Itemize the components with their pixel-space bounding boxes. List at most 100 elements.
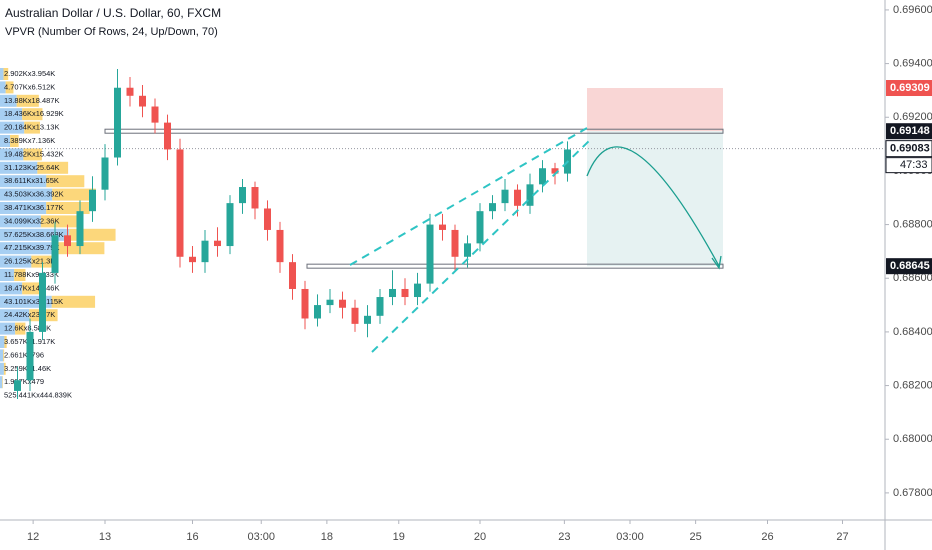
vp-down-bar — [3, 68, 9, 80]
y-tick-label: 0.69400 — [893, 57, 932, 69]
vp-down-bar — [22, 282, 40, 295]
price-label: 0.69309 — [890, 82, 930, 94]
vp-row-label: 20.184Kx13.13K — [4, 123, 59, 132]
candle-body — [39, 272, 46, 332]
vp-row-label: 43.101Kx36.115K — [4, 297, 63, 306]
candle-body — [189, 256, 196, 263]
vp-up-bar — [0, 175, 47, 188]
candle-body — [514, 189, 521, 206]
vp-down-bar — [52, 188, 96, 201]
y-tick-label: 0.68800 — [893, 218, 932, 230]
vp-row-label: 8.389Kx7.136K — [4, 136, 55, 145]
vp-up-bar — [0, 121, 25, 134]
vp-down-bar — [16, 94, 39, 107]
candle-body — [51, 235, 59, 273]
x-tick-label: 16 — [186, 531, 198, 543]
vp-row-label: 18.436Kx16.929K — [4, 109, 64, 118]
vp-down-bar — [23, 148, 42, 161]
axes: 0.696000.694000.692000.690000.688000.686… — [27, 4, 932, 543]
vp-row-label: 18.47Kx14.146K — [4, 283, 59, 292]
vp-down-bar — [3, 349, 5, 362]
price-label-box — [886, 80, 932, 97]
vp-down-bar — [69, 228, 116, 241]
candle-body — [114, 87, 121, 158]
vp-down-bar — [22, 108, 43, 121]
vp-row-label: 2.661Kx796 — [4, 350, 44, 359]
vp-row-label: 34.099Kx32.36K — [4, 216, 59, 225]
vp-down-bar — [37, 161, 69, 174]
vp-row-label: 57.625Kx38.668K — [4, 230, 64, 239]
vp-row-label: 2.902Kx3.954K — [4, 69, 55, 78]
vp-row-label: 19.482Kx15.432K — [4, 149, 64, 158]
vp-down-bar — [15, 322, 26, 335]
chart-title: Australian Dollar / U.S. Dollar, 60, FXC… — [5, 6, 221, 20]
countdown-box — [885, 157, 932, 174]
candle-body — [289, 262, 296, 289]
y-tick-label: 0.68000 — [893, 433, 932, 445]
vp-up-bar — [0, 68, 4, 80]
channel-lower — [371, 139, 591, 353]
vp-row-label: 1.907Kx479 — [4, 377, 44, 386]
x-tick-label: 12 — [27, 531, 39, 543]
candle-body — [439, 224, 446, 230]
vp-row-label: 47.215Kx39.79K — [4, 243, 59, 252]
price-label-box — [885, 140, 932, 158]
candle-body — [239, 187, 246, 204]
candle-body — [201, 240, 209, 263]
vp-up-bar — [0, 336, 5, 348]
trade-zones — [0, 88, 885, 269]
candle-body — [76, 211, 84, 247]
candle-body — [26, 331, 34, 381]
candle-body — [364, 315, 371, 324]
candle-body — [464, 243, 471, 257]
vp-up-bar — [0, 161, 38, 174]
vp-up-bar — [0, 94, 17, 107]
countdown: 47:33 — [900, 159, 928, 171]
candle-body — [451, 229, 459, 257]
vp-down-bar — [51, 295, 96, 308]
candle-body — [64, 235, 71, 247]
candle-body — [301, 288, 309, 319]
candle-body — [376, 297, 384, 316]
y-tick-label: 0.69600 — [893, 4, 932, 16]
price-label: 0.69148 — [890, 125, 930, 137]
candle-body — [526, 184, 534, 206]
candle-body — [126, 87, 134, 96]
vp-down-bar — [4, 336, 7, 348]
vp-total-label: 525.441Kx444.839K — [4, 391, 72, 400]
price-label: 0.68645 — [890, 260, 930, 272]
candle-body — [551, 168, 559, 174]
y-tick-label: 0.68200 — [893, 379, 932, 391]
vp-down-bar — [10, 135, 19, 147]
vp-row-label: 26.125Kx21.3K — [4, 257, 55, 266]
candle-body — [264, 208, 271, 230]
candle-body — [14, 380, 21, 391]
candle-body — [251, 187, 259, 209]
x-tick-label: 03:00 — [616, 531, 644, 543]
y-tick-label: 0.68400 — [893, 326, 932, 338]
vp-row-label: 13.88Kx18.487K — [4, 96, 59, 105]
candle-body — [339, 299, 346, 308]
candle-body — [89, 189, 96, 212]
vp-up-bar — [0, 188, 53, 201]
candle-body — [214, 240, 221, 247]
target-zone — [587, 131, 723, 267]
level-box — [104, 128, 724, 134]
vp-up-bar — [0, 295, 52, 308]
candles — [14, 68, 571, 399]
x-tick-label: 18 — [321, 531, 333, 543]
y-tick-label: 0.67800 — [893, 487, 932, 499]
candle-body — [389, 288, 396, 298]
candle-body — [176, 149, 184, 257]
x-tick-label: 13 — [99, 531, 111, 543]
candle-body — [401, 288, 409, 298]
level-box — [306, 263, 724, 269]
vp-row-label: 38.611Kx31.65K — [4, 176, 59, 185]
price-label-box — [886, 258, 932, 275]
vp-up-bar — [0, 215, 41, 228]
x-tick-label: 03:00 — [247, 531, 275, 543]
candle-body — [276, 229, 284, 263]
drawings — [349, 127, 722, 353]
vp-up-bar — [0, 282, 23, 295]
